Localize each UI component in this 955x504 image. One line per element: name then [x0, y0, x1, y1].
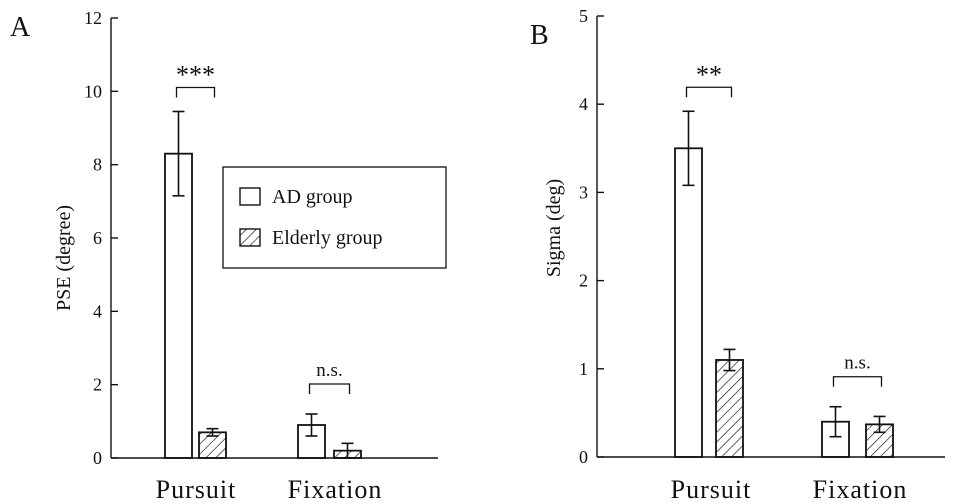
- legend: AD group Elderly group: [222, 166, 447, 269]
- panel-b-significance-bracket: [832, 376, 883, 387]
- legend-label-elderly-group: Elderly group: [272, 227, 383, 249]
- panel-a-significance-bracket: [175, 86, 216, 98]
- panel-a-category-label: Pursuit: [156, 475, 237, 504]
- panel-b-bar-pursuit-ad-group: [674, 147, 703, 458]
- panel-b-significance-bracket: [685, 86, 733, 98]
- panel-b-y-tick-label: 3: [579, 182, 588, 202]
- panel-a-y-tick-label: 8: [93, 155, 102, 175]
- legend-box: [222, 166, 447, 269]
- panel-a-significance-label: ***: [176, 61, 215, 90]
- panel-b-category-label: Fixation: [813, 475, 908, 504]
- panel-b-significance-label: **: [696, 60, 722, 89]
- panel-b: B Sigma (deg) 0 1 2 3 4 5 ** n.s. Pursuit Fixat…: [530, 6, 945, 504]
- panel-a: A PSE (degree) 0 2 4 6 8 10 12 *** n.s. Pursuit…: [10, 8, 447, 504]
- panel-b-significance-label: n.s.: [844, 353, 870, 374]
- panel-b-label: B: [530, 20, 549, 51]
- legend-swatch-ad-group: [239, 187, 261, 206]
- panel-a-significance-bracket: [308, 383, 351, 394]
- panel-b-y-tick-label: 5: [579, 6, 588, 26]
- panel-a-y-tick-label: 12: [84, 8, 102, 28]
- panel-a-significance-label: n.s.: [316, 360, 342, 381]
- panel-b-y-tick-label: 1: [579, 359, 588, 379]
- panel-a-y-tick-label: 2: [93, 375, 102, 395]
- panel-a-y-axis-label: PSE (degree): [53, 205, 75, 311]
- panel-b-y-tick-label: 4: [579, 94, 588, 114]
- panel-b-y-tick-label: 0: [579, 447, 588, 467]
- panel-b-bar-fixation-elderly-group: [865, 423, 894, 458]
- panel-a-y-tick-label: 4: [93, 301, 102, 321]
- panel-a-y-tick-label: 6: [93, 228, 102, 248]
- panel-b-y-tick-label: 2: [579, 271, 588, 291]
- panel-a-category-label: Fixation: [288, 475, 383, 504]
- panel-b-y-axis-label: Sigma (deg): [543, 179, 565, 277]
- panel-a-y-tick-label: 0: [93, 448, 102, 468]
- panel-a-bar-pursuit-ad-group: [164, 152, 193, 459]
- panel-a-label: A: [10, 12, 31, 43]
- panel-a-y-tick-label: 10: [84, 81, 102, 101]
- legend-label-ad-group: AD group: [272, 186, 353, 208]
- panel-b-bar-pursuit-elderly-group: [715, 359, 744, 458]
- legend-swatch-elderly-group: [239, 228, 261, 247]
- panel-b-category-label: Pursuit: [671, 475, 752, 504]
